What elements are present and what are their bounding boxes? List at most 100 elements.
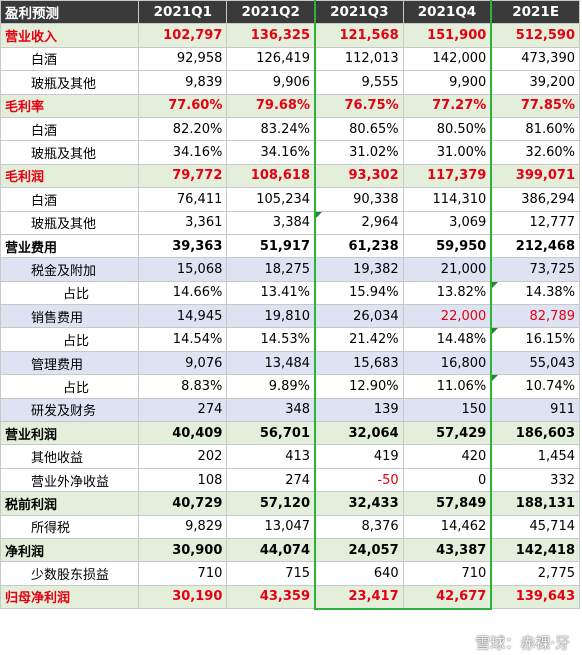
value-cell[interactable]: 715 [226,561,316,586]
value-cell[interactable]: 710 [138,561,228,586]
value-cell[interactable]: 640 [314,561,404,586]
value-cell[interactable]: 32,433 [314,491,404,516]
value-cell[interactable]: 32,064 [314,421,404,446]
value-cell[interactable]: 105,234 [226,187,316,212]
value-cell[interactable]: 34.16% [138,140,228,165]
value-cell[interactable]: 14,462 [402,514,493,539]
value-cell[interactable]: 31.02% [314,140,404,165]
value-cell[interactable]: 51,917 [226,233,316,259]
value-cell[interactable]: 9,906 [226,70,316,95]
value-cell[interactable]: 10.74% [490,374,581,399]
value-cell[interactable]: 150 [402,397,493,423]
value-cell[interactable]: 202 [138,444,228,469]
value-cell[interactable]: 73,725 [490,257,581,282]
value-cell[interactable]: 142,418 [490,537,581,563]
header-label[interactable]: 盈利预测 [0,0,140,25]
value-cell[interactable]: 14.66% [138,280,228,306]
value-cell[interactable]: 57,120 [226,491,316,516]
value-cell[interactable]: 151,900 [402,23,493,48]
value-cell[interactable]: 14.54% [138,327,228,352]
value-cell[interactable]: 3,384 [226,210,316,235]
value-cell[interactable]: 8.83% [138,374,228,399]
value-cell[interactable]: 90,338 [314,187,404,212]
row-label[interactable]: 占比 [0,327,140,352]
row-label[interactable]: 营业费用 [0,233,140,259]
row-label[interactable]: 研发及财务 [0,397,140,423]
row-label[interactable]: 玻瓶及其他 [0,140,140,165]
value-cell[interactable]: 8,376 [314,514,404,539]
value-cell[interactable]: 112,013 [314,46,404,72]
header-2021q3[interactable]: 2021Q3 [314,0,404,25]
value-cell[interactable]: 57,849 [402,491,493,516]
value-cell[interactable]: 39,363 [138,233,228,259]
value-cell[interactable]: 83.24% [226,116,316,142]
value-cell[interactable]: 80.50% [402,116,493,142]
value-cell[interactable]: 16.15% [490,327,581,352]
value-cell[interactable]: 14.53% [226,327,316,352]
row-label[interactable]: 占比 [0,374,140,399]
value-cell[interactable]: 0 [402,467,493,493]
value-cell[interactable]: 44,074 [226,537,316,563]
value-cell[interactable]: 22,000 [402,304,493,329]
value-cell[interactable]: 117,379 [402,163,493,189]
value-cell[interactable]: 16,800 [402,350,493,376]
value-cell[interactable]: 76.75% [314,93,404,118]
value-cell[interactable]: 19,810 [226,304,316,329]
value-cell[interactable]: 15,068 [138,257,228,282]
value-cell[interactable]: 188,131 [490,491,581,516]
value-cell[interactable]: -50 [314,467,404,493]
row-label[interactable]: 其他收益 [0,444,140,469]
value-cell[interactable]: 18,275 [226,257,316,282]
row-label[interactable]: 税金及附加 [0,257,140,282]
row-label[interactable]: 毛利率 [0,93,140,118]
value-cell[interactable]: 21.42% [314,327,404,352]
value-cell[interactable]: 76,411 [138,187,228,212]
value-cell[interactable]: 13,047 [226,514,316,539]
value-cell[interactable]: 348 [226,397,316,423]
row-label[interactable]: 白酒 [0,187,140,212]
value-cell[interactable]: 24,057 [314,537,404,563]
header-2021e[interactable]: 2021E [490,0,581,25]
value-cell[interactable]: 212,468 [490,233,581,259]
value-cell[interactable]: 142,000 [402,46,493,72]
row-label[interactable]: 营业收入 [0,23,140,48]
value-cell[interactable]: 12,777 [490,210,581,235]
value-cell[interactable]: 93,302 [314,163,404,189]
value-cell[interactable]: 12.90% [314,374,404,399]
value-cell[interactable]: 39,200 [490,70,581,95]
value-cell[interactable]: 399,071 [490,163,581,189]
value-cell[interactable]: 274 [138,397,228,423]
value-cell[interactable]: 9,900 [402,70,493,95]
value-cell[interactable]: 13.82% [402,280,493,306]
value-cell[interactable]: 56,701 [226,421,316,446]
value-cell[interactable]: 2,964 [314,210,404,235]
row-label[interactable]: 税前利润 [0,491,140,516]
row-label[interactable]: 净利润 [0,537,140,563]
value-cell[interactable]: 40,729 [138,491,228,516]
value-cell[interactable]: 2,775 [490,561,581,586]
value-cell[interactable]: 77.85% [490,93,581,118]
value-cell[interactable]: 61,238 [314,233,404,259]
value-cell[interactable]: 21,000 [402,257,493,282]
value-cell[interactable]: 14,945 [138,304,228,329]
value-cell[interactable]: 14.48% [402,327,493,352]
value-cell[interactable]: 15.94% [314,280,404,306]
value-cell[interactable]: 13.41% [226,280,316,306]
value-cell[interactable]: 23,417 [314,584,404,610]
row-label[interactable]: 归母净利润 [0,584,140,610]
row-label[interactable]: 所得税 [0,514,140,539]
value-cell[interactable]: 512,590 [490,23,581,48]
header-2021q4[interactable]: 2021Q4 [402,0,493,25]
value-cell[interactable]: 45,714 [490,514,581,539]
value-cell[interactable]: 13,484 [226,350,316,376]
row-label[interactable]: 占比 [0,280,140,306]
value-cell[interactable]: 126,419 [226,46,316,72]
value-cell[interactable]: 139 [314,397,404,423]
value-cell[interactable]: 30,900 [138,537,228,563]
row-label[interactable]: 白酒 [0,116,140,142]
value-cell[interactable]: 108 [138,467,228,493]
value-cell[interactable]: 420 [402,444,493,469]
value-cell[interactable]: 43,359 [226,584,316,610]
value-cell[interactable]: 15,683 [314,350,404,376]
value-cell[interactable]: 9,555 [314,70,404,95]
